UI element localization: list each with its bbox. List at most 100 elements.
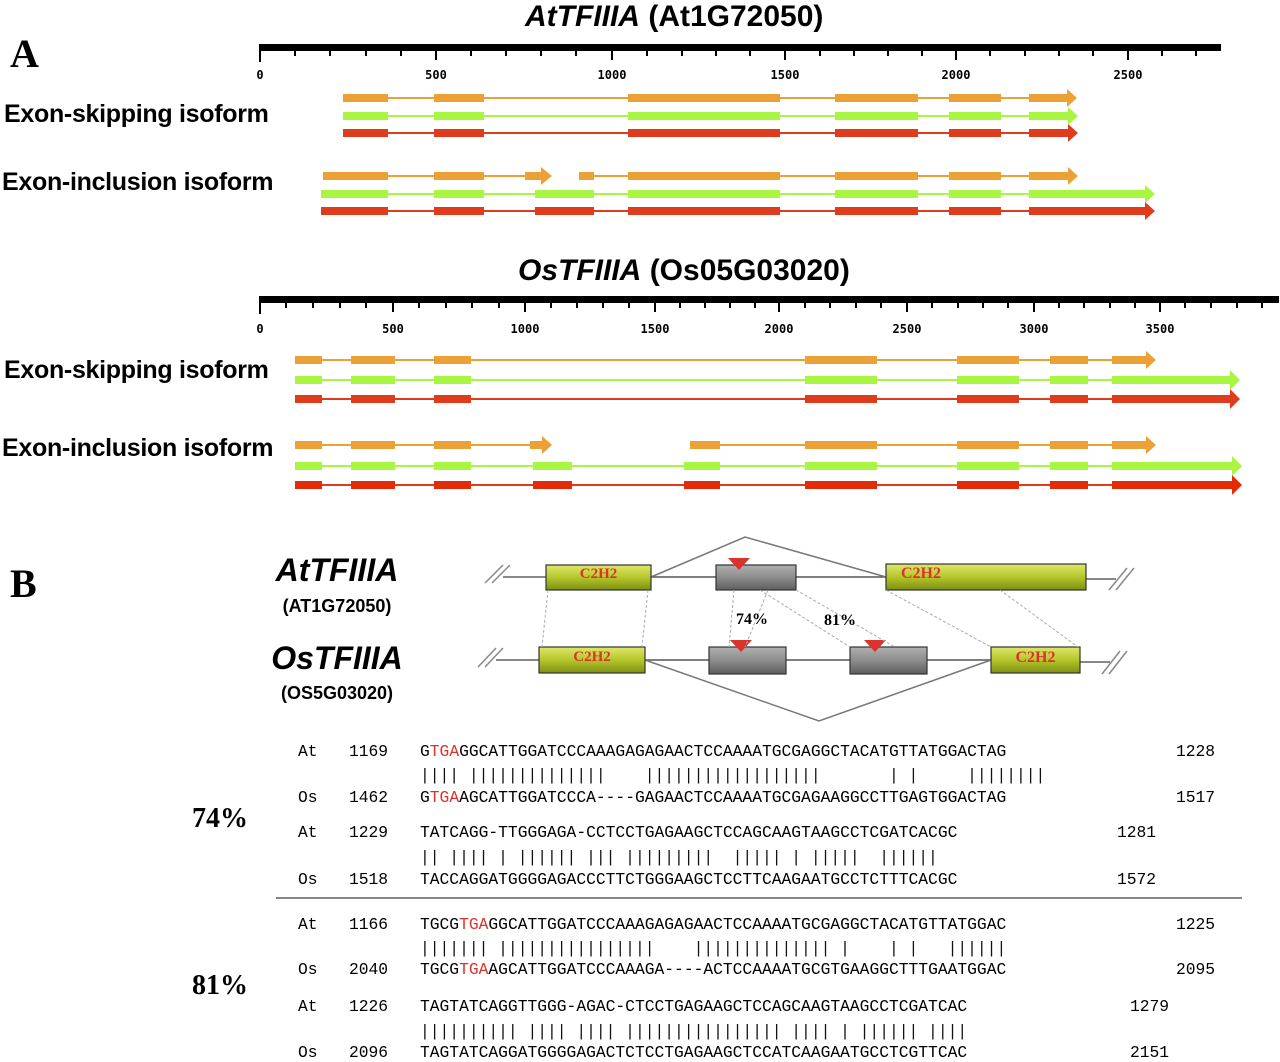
aln-b1r1-species2: Os: [298, 788, 318, 807]
at-gene-name: AtTFIIIA: [525, 0, 640, 33]
aln-b2r1-match: ||||||| |||||||||||||||| |||||||||||||| …: [420, 939, 1007, 958]
aln-b1r2-species2: Os: [298, 870, 318, 889]
aln-b1r2-species1: At: [298, 823, 318, 842]
os-skipping-label: Exon-skipping isoform: [4, 356, 269, 384]
seq-post: AGCATTGGATCCCAAAGA----ACTCCAAAATGCGTGAAG…: [488, 960, 1007, 979]
aln-b1r1-seq2-text: GTGAAGCATTGGATCCCA----GAGAACTCCAAAATGCGA…: [420, 788, 1007, 807]
at-c2h2-domain-2: C2H2: [901, 565, 941, 582]
at-skipping-red-track: [343, 124, 1078, 142]
seq-post: AGCATTGGATCCCA----GAGAACTCCAAAATGCGAGAAG…: [459, 788, 1007, 807]
aln-b1r2-start1: 1229: [349, 823, 389, 842]
at-gene-title: AtTFIIIA (At1G72050): [525, 0, 823, 34]
b-at-gene-name: AtTFIIIA: [275, 552, 399, 588]
os-tick-3000: 3000: [1019, 322, 1049, 336]
stop-codon: TGA: [429, 788, 460, 807]
aln-b2r1-seq2-text: TGCGTGAAGCATTGGATCCCAAAGA----ACTCCAAAATG…: [420, 960, 1007, 979]
stop-codon: TGA: [459, 915, 489, 934]
os-skipping-green-track: [295, 370, 1240, 390]
os-tick-500: 500: [382, 322, 404, 336]
os-tick-2500: 2500: [892, 322, 922, 336]
aln-b2r2-seq2: TAGTATCAGGATGGGGAGACTCTCCTGAGAAGCTCCATCA…: [420, 1043, 968, 1062]
aln-b1r2-end2: 1572: [1117, 870, 1157, 889]
gene-structure-graphic: [259, 44, 1279, 495]
os-tick-1500: 1500: [640, 322, 670, 336]
aln-b2r2-end1: 1279: [1130, 997, 1170, 1016]
stop-codon: TGA: [459, 960, 489, 979]
aln-b2r2-seq1: TAGTATCAGGTTGGG-AGAC-CTCCTGAGAAGCTCCAGCA…: [420, 997, 968, 1016]
os-tick-2000: 2000: [764, 322, 794, 336]
aln-b2r1-end1: 1225: [1176, 915, 1216, 934]
at-tick-2500: 2500: [1113, 68, 1143, 82]
seq-pre: TGCG: [420, 960, 460, 979]
homology-lines: [541, 589, 1079, 648]
aln-b2r1-start2: 2040: [349, 960, 389, 979]
at-inclusion-green-track: [321, 185, 1155, 203]
aln-b1r2-seq1: TATCAGG-TTGGGAGA-CCTCCTGAGAAGCTCCAGCAAGT…: [420, 823, 958, 842]
os-tick-1000: 1000: [510, 322, 540, 336]
at-gene-id: (At1G72050): [648, 0, 824, 33]
aln-b2r2-species1: At: [298, 997, 318, 1016]
aln-b1r2-start2: 1518: [349, 870, 389, 889]
os-gene-name: OsTFIIIA: [518, 254, 642, 287]
at-c2h2-domain-1: C2H2: [579, 566, 618, 582]
aln-b2r2-match: |||||||||| |||| |||| |||||||||||||||| ||…: [420, 1022, 968, 1041]
at-skipping-orange-track: [343, 89, 1077, 107]
aln-b1r1-seq1-text: GTGAGGCATTGGATCCCAAAGAGAGAACTCCAAAATGCGA…: [420, 742, 1006, 761]
at-inclusion-red-track: [321, 202, 1155, 220]
aln-b2r1-start1: 1166: [349, 915, 389, 934]
seq-pre: G: [420, 788, 430, 807]
os-tick-3500: 3500: [1145, 322, 1175, 336]
os-c2h2-domain-1: C2H2: [573, 649, 611, 665]
species: At: [298, 742, 318, 761]
at-tick-1500: 1500: [770, 68, 800, 82]
os-inclusion-green-track: [295, 456, 1242, 476]
aln-b1r1-match: |||| |||||||||||||| |||||||||||||||||| |…: [420, 766, 1046, 785]
at-tick-0: 0: [256, 68, 264, 82]
aln-b2r1-species1: At: [298, 915, 318, 934]
os-gene-id: (Os05G03020): [649, 254, 850, 287]
aln-b1r2-match: || |||| | |||||| ||| ||||||||| ||||| | |…: [420, 848, 938, 867]
b-os-gene-name: OsTFIIIA: [271, 640, 403, 676]
os-tick-0: 0: [256, 322, 264, 336]
aln-b2r1-species2: Os: [298, 960, 318, 979]
at-tick-2000: 2000: [941, 68, 971, 82]
at-ruler: [259, 44, 1221, 62]
at-inclusion-orange-track: [323, 167, 1078, 185]
aln-b2r1-seq1-text: TGCGTGAGGCATTGGATCCCAAAGAGAGAACTCCAAAATG…: [420, 915, 1007, 934]
aln-b1r1-end2: 1517: [1176, 788, 1216, 807]
os-inclusion-label: Exon-inclusion isoform: [2, 434, 274, 462]
aln-b1r2-end1: 1281: [1117, 823, 1157, 842]
panel-a-label: A: [10, 31, 39, 76]
stop-codon: TGA: [429, 742, 460, 761]
at-inclusion-label: Exon-inclusion isoform: [2, 168, 274, 196]
os-c2h2-domain-2: C2H2: [1015, 649, 1056, 666]
os-skipping-orange-track: [295, 351, 1156, 369]
similarity-74-label: 74%: [736, 611, 768, 628]
aln-b2r2-end2: 2151: [1130, 1043, 1170, 1062]
aln-b1r1-start2: 1462: [349, 788, 389, 807]
seq-pre: G: [420, 742, 430, 761]
aln-b2r2-species2: Os: [298, 1043, 318, 1062]
os-ruler: [259, 296, 1279, 314]
aln-b2r2-start2: 2096: [349, 1043, 389, 1062]
b-at-gene-id: (AT1G72050): [282, 596, 392, 616]
at-skipping-label: Exon-skipping isoform: [4, 100, 269, 128]
at-skipping-green-track: [343, 107, 1078, 125]
aln-b2r2-start1: 1226: [349, 997, 389, 1016]
block-74-percent: 74%: [192, 803, 248, 834]
at-tick-1000: 1000: [597, 68, 627, 82]
block-divider: [276, 897, 1242, 899]
os-skipping-red-track: [295, 389, 1240, 409]
b-os-gene-id: (OS5G03020): [280, 683, 394, 703]
aln-b1r2-seq2: TACCAGGATGGGGAGACCCTTCTGGGAAGCTCCTTCAAGA…: [420, 870, 958, 889]
similarity-81-label: 81%: [824, 612, 856, 629]
seq-pre: TGCG: [420, 915, 460, 934]
os-gene-title: OsTFIIIA (Os05G03020): [518, 254, 850, 288]
os-inclusion-orange-track: [295, 436, 1156, 454]
at-tick-500: 500: [425, 68, 447, 82]
block-81-percent: 81%: [192, 970, 248, 1001]
aln-b1r1-end1: 1228: [1176, 742, 1216, 761]
panel-b-label: B: [10, 561, 37, 606]
os-inclusion-red-track: [295, 475, 1242, 495]
seq-post: GGCATTGGATCCCAAAGAGAGAACTCCAAAATGCGAGGCT…: [488, 915, 1007, 934]
